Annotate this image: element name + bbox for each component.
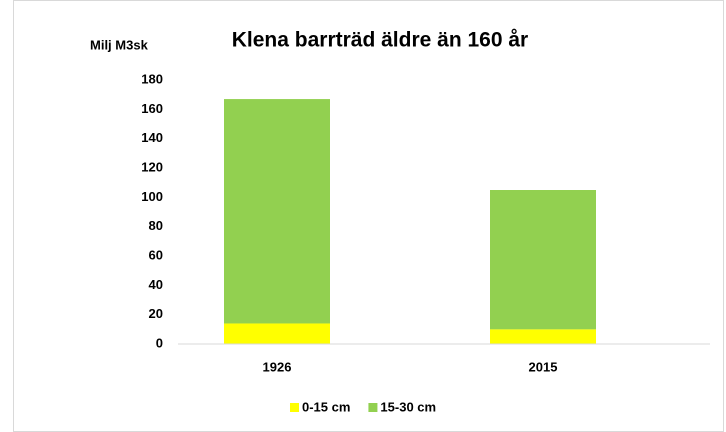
legend-swatch	[290, 403, 299, 412]
bar-segment	[490, 190, 596, 330]
bar-segment	[224, 323, 330, 344]
y-tick-label: 60	[149, 247, 163, 262]
y-tick-label: 140	[141, 130, 163, 145]
y-tick-label: 20	[149, 306, 163, 321]
legend-label: 15-30 cm	[380, 399, 436, 414]
y-axis-label: Milj M3sk	[90, 37, 149, 52]
legend-swatch	[368, 403, 378, 412]
bar-segment	[490, 329, 596, 344]
y-tick-label: 180	[141, 71, 163, 86]
bar-segment	[224, 99, 330, 324]
legend-label: 0-15 cm	[302, 399, 350, 414]
chart-title: Klena barrträd äldre än 160 år	[232, 29, 528, 52]
y-tick-label: 40	[149, 277, 163, 292]
x-tick-label: 2015	[529, 359, 558, 374]
y-tick-label: 120	[141, 159, 163, 174]
y-tick-label: 0	[156, 335, 163, 350]
y-tick-label: 100	[141, 189, 163, 204]
x-tick-label: 1926	[263, 359, 292, 374]
y-tick-label: 160	[141, 101, 163, 116]
chart-border	[13, 0, 724, 432]
y-tick-label: 80	[149, 218, 163, 233]
